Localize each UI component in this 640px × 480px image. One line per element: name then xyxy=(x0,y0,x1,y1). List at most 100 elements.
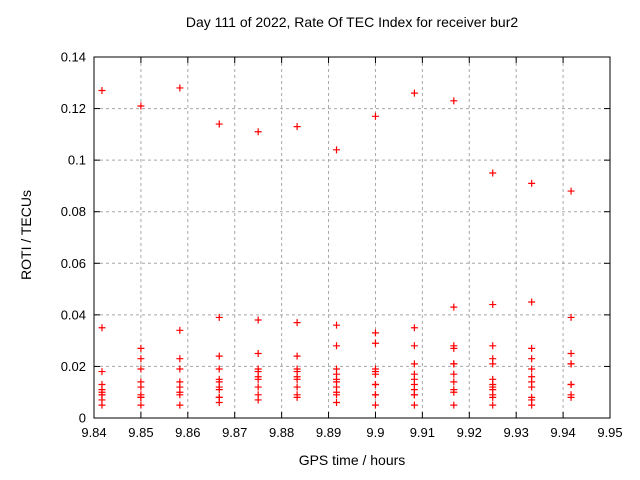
x-tick-label: 9.89 xyxy=(316,425,341,440)
data-point-marker xyxy=(528,365,536,373)
data-point-marker xyxy=(215,365,223,373)
data-point-marker xyxy=(293,123,301,131)
y-tick-label: 0.14 xyxy=(61,50,86,65)
data-point-marker xyxy=(293,319,301,327)
y-tick-label: 0.1 xyxy=(68,153,86,168)
data-point-marker xyxy=(254,350,262,358)
data-point-marker xyxy=(333,342,341,350)
data-point-marker xyxy=(567,360,575,368)
data-point-marker xyxy=(567,350,575,358)
data-point-marker xyxy=(567,313,575,321)
data-point-marker xyxy=(489,342,497,350)
data-point-marker xyxy=(410,342,418,350)
y-tick-label: 0.02 xyxy=(61,359,86,374)
data-point-marker xyxy=(450,303,458,311)
data-point-marker xyxy=(176,365,184,373)
data-point-marker xyxy=(176,401,184,409)
data-point-marker xyxy=(489,401,497,409)
chart-title: Day 111 of 2022, Rate Of TEC Index for r… xyxy=(185,14,519,30)
data-point-marker xyxy=(254,396,262,404)
data-point-marker xyxy=(137,401,145,409)
data-point-marker xyxy=(137,355,145,363)
data-point-marker xyxy=(176,355,184,363)
data-point-marker xyxy=(98,87,106,95)
data-point-marker xyxy=(254,128,262,136)
x-tick-label: 9.93 xyxy=(504,425,529,440)
data-point-marker xyxy=(450,370,458,378)
data-point-marker xyxy=(528,344,536,352)
data-point-marker xyxy=(410,324,418,332)
data-point-marker xyxy=(450,378,458,386)
data-point-marker xyxy=(371,401,379,409)
data-point-marker xyxy=(98,401,106,409)
data-point-marker xyxy=(371,112,379,120)
data-point-marker xyxy=(450,360,458,368)
data-point-marker xyxy=(137,393,145,401)
data-point-marker xyxy=(98,368,106,376)
y-tick-label: 0.04 xyxy=(61,307,86,322)
data-point-marker xyxy=(450,97,458,105)
data-point-marker xyxy=(293,393,301,401)
data-point-marker xyxy=(450,388,458,396)
data-point-marker xyxy=(215,313,223,321)
data-point-marker xyxy=(333,391,341,399)
data-point-marker xyxy=(98,324,106,332)
data-point-marker xyxy=(410,89,418,97)
data-point-marker xyxy=(489,169,497,177)
x-tick-label: 9.95 xyxy=(597,425,622,440)
data-point-marker xyxy=(410,391,418,399)
data-point-marker xyxy=(137,102,145,110)
data-point-marker xyxy=(410,401,418,409)
data-point-marker xyxy=(333,146,341,154)
data-point-marker xyxy=(489,360,497,368)
data-point-marker xyxy=(528,355,536,363)
data-point-marker xyxy=(528,179,536,187)
data-point-marker xyxy=(215,386,223,394)
data-point-marker xyxy=(293,375,301,383)
x-tick-label: 9.88 xyxy=(269,425,294,440)
data-point-marker xyxy=(567,187,575,195)
data-point-marker xyxy=(371,329,379,337)
data-point-marker xyxy=(371,391,379,399)
data-point-marker xyxy=(215,120,223,128)
data-point-marker xyxy=(489,301,497,309)
data-point-marker xyxy=(333,399,341,407)
x-tick-label: 9.91 xyxy=(410,425,435,440)
data-point-marker xyxy=(176,326,184,334)
data-point-marker xyxy=(137,383,145,391)
x-tick-label: 9.94 xyxy=(550,425,575,440)
x-tick-label: 9.92 xyxy=(457,425,482,440)
data-point-marker xyxy=(410,360,418,368)
data-point-marker xyxy=(567,380,575,388)
data-point-marker xyxy=(528,298,536,306)
data-point-marker xyxy=(528,401,536,409)
data-point-marker xyxy=(450,344,458,352)
data-point-marker xyxy=(254,383,262,391)
x-axis-label: GPS time / hours xyxy=(298,452,406,468)
data-point-marker xyxy=(450,401,458,409)
data-point-marker xyxy=(137,365,145,373)
y-tick-label: 0.12 xyxy=(61,101,86,116)
data-point-marker xyxy=(215,399,223,407)
data-point-marker xyxy=(215,352,223,360)
data-point-marker xyxy=(567,393,575,401)
data-point-marker xyxy=(371,380,379,388)
y-tick-label: 0.08 xyxy=(61,204,86,219)
x-tick-label: 9.87 xyxy=(222,425,247,440)
data-point-marker xyxy=(293,352,301,360)
data-point-marker xyxy=(371,370,379,378)
data-point-marker xyxy=(254,375,262,383)
y-tick-label: 0 xyxy=(79,411,86,426)
x-tick-label: 9.9 xyxy=(366,425,384,440)
data-point-marker xyxy=(176,391,184,399)
plot-border xyxy=(93,56,611,419)
data-point-marker xyxy=(293,383,301,391)
data-point-marker xyxy=(176,84,184,92)
data-point-marker xyxy=(489,393,497,401)
data-point-marker xyxy=(371,339,379,347)
data-point-marker xyxy=(333,321,341,329)
data-point-marker xyxy=(254,316,262,324)
data-point-marker xyxy=(528,383,536,391)
